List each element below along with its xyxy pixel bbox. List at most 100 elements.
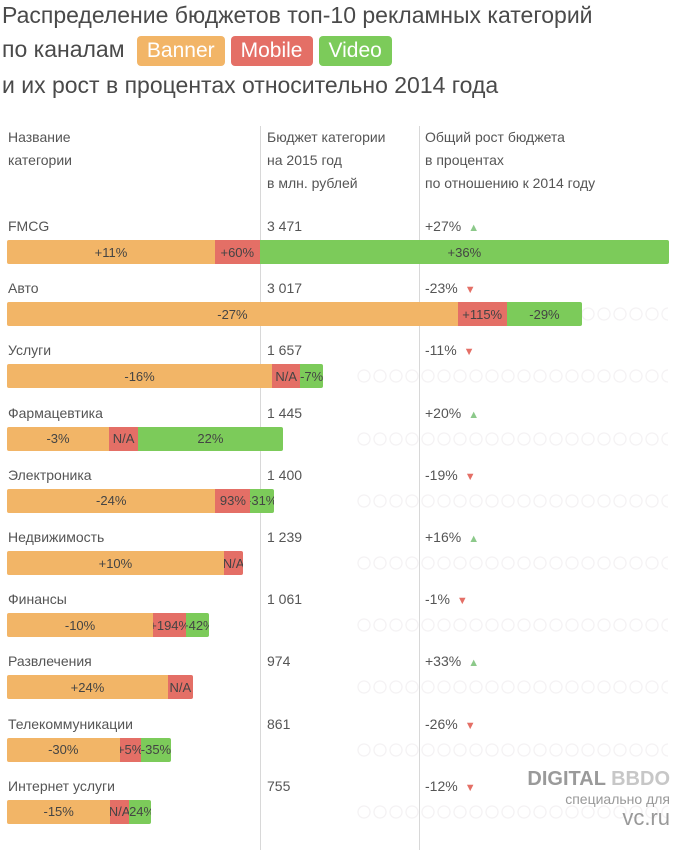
branding-sub: специально для: [565, 791, 670, 807]
row-background-pattern: [356, 738, 668, 761]
bar-segment-video: +36%: [259, 240, 669, 264]
category-budget: 1 657: [267, 342, 303, 359]
header-budget-line: на 2015 год: [267, 152, 342, 168]
growth-value: -12%: [425, 777, 458, 794]
stacked-bar: -15%N/A-24%: [7, 799, 151, 824]
category-name: Услуги: [8, 342, 52, 359]
legend-item-video: Video: [318, 36, 392, 66]
header-growth-line: по отношению к 2014 году: [425, 175, 596, 191]
category-growth: -19% ▼: [425, 467, 476, 483]
stacked-bar: -16% N/A -7%: [7, 364, 323, 389]
header-name-line: категории: [8, 152, 72, 168]
header-name: Название категории: [8, 126, 72, 172]
bar-segment-banner: -24%: [7, 488, 216, 513]
category-name: Авто: [8, 280, 39, 297]
column-divider: [260, 126, 261, 850]
category-name: Недвижимость: [8, 529, 105, 545]
bar-segment-mobile: +5%: [119, 737, 141, 762]
row-background-pattern: [356, 489, 668, 512]
category-growth: +27% ▲: [425, 218, 479, 234]
arrow-up-icon: ▲: [468, 408, 480, 421]
header-budget-line: в млн. рублей: [267, 175, 358, 191]
arrow-down-icon: ▼: [456, 595, 468, 608]
logo-part-2: BBDO: [611, 768, 670, 790]
bar-segment-video: -35%: [140, 737, 172, 762]
arrow-down-icon: ▼: [463, 346, 475, 359]
branding-site: vc.ru: [622, 805, 670, 830]
category-name: Развлечения: [8, 653, 92, 670]
stacked-bar: -30%+5%-35%: [7, 737, 172, 762]
bar-segment-video: +42%: [186, 613, 210, 638]
growth-value: -23%: [425, 280, 458, 297]
row-background-pattern: [356, 614, 668, 637]
bar-segment-video: -31%: [250, 488, 274, 513]
logo-part-1: DIGITAL: [527, 768, 612, 790]
bar-segment-mobile: 93%: [215, 488, 251, 513]
category-budget: 3 017: [267, 280, 303, 297]
header-growth-line: Общий рост бюджета: [425, 129, 565, 145]
category-name: FMCG: [8, 218, 50, 234]
bar-segment-banner: -3%: [7, 426, 110, 451]
stacked-bar: +11% +60% +36%: [7, 240, 669, 264]
stacked-bar: -24%93%-31%: [7, 488, 274, 513]
row-background-pattern: [356, 552, 668, 574]
legend-item-mobile: Mobile: [230, 36, 313, 66]
stacked-bar: -3% N/A 22%: [7, 426, 283, 451]
category-budget: 1 239: [267, 529, 303, 545]
legend: Banner Mobile Video: [131, 36, 392, 66]
bar-segment-banner: -16%: [7, 364, 273, 389]
stacked-bar: -10%+194%+42%: [7, 613, 210, 638]
row-background-pattern: [356, 365, 668, 388]
row-background-pattern: [356, 800, 668, 823]
arrow-down-icon: ▼: [464, 719, 476, 732]
category-budget: 861: [267, 715, 291, 732]
header-growth: Общий рост бюджета в процентах по отноше…: [425, 126, 595, 195]
bar-segment-mobile: N/A: [272, 364, 301, 389]
bar-segment-video: -29%: [506, 302, 583, 327]
bar-segment-video: 22%: [138, 426, 283, 451]
arrow-down-icon: ▼: [464, 781, 476, 794]
header-name-line: Название: [8, 129, 71, 145]
chart-title-line-2: по каналам Banner Mobile Video: [2, 36, 392, 66]
bar-segment-video: -7%: [300, 364, 323, 389]
bar-segment-banner: +10%: [7, 551, 224, 575]
bar-segment-mobile: +60%: [214, 240, 260, 264]
arrow-up-icon: ▲: [468, 222, 480, 234]
bar-segment-banner: -30%: [7, 737, 120, 762]
stacked-bar: +24% N/A: [7, 675, 193, 700]
bar-segment-mobile: N/A: [167, 675, 193, 700]
category-budget: 1 061: [267, 591, 303, 608]
category-growth: +16% ▲: [425, 529, 479, 545]
bar-segment-mobile: +115%: [457, 302, 507, 327]
chart-title-line-3: и их рост в процентах относительно 2014 …: [2, 72, 499, 98]
category-growth: -1% ▼: [425, 591, 468, 607]
bar-segment-banner: +24%: [7, 675, 168, 700]
bar-segment-mobile: N/A: [223, 551, 244, 575]
growth-value: -11%: [425, 342, 457, 359]
bar-segment-banner: +11%: [7, 240, 215, 264]
bar-segment-banner: -15%: [7, 799, 111, 824]
header-budget: Бюджет категории на 2015 год в млн. рубл…: [267, 126, 386, 195]
category-growth: -26% ▼: [425, 716, 476, 732]
arrow-up-icon: ▲: [468, 533, 480, 545]
column-divider: [419, 126, 420, 850]
category-budget: 3 471: [267, 218, 303, 234]
category-name: Финансы: [8, 591, 67, 608]
bar-segment-banner: -10%: [7, 613, 154, 638]
chart-title-line-1: Распределение бюджетов топ-10 рекламных …: [2, 2, 593, 28]
bar-segment-mobile: N/A: [110, 799, 129, 824]
growth-value: +16%: [425, 529, 462, 545]
category-budget: 974: [267, 653, 291, 670]
category-growth: +20% ▲: [425, 405, 479, 421]
category-name: Фармацевтика: [8, 404, 103, 421]
category-growth: +33% ▲: [425, 653, 479, 669]
growth-value: +27%: [425, 218, 462, 234]
branding: DIGITAL BBDO специально для vc.ru: [527, 768, 670, 831]
chart-title-line-2-text: по каналам: [2, 36, 125, 63]
digital-bbdo-logo: DIGITAL BBDO: [527, 768, 670, 791]
bar-segment-mobile: N/A: [109, 426, 139, 451]
category-budget: 1 400: [267, 466, 303, 483]
growth-value: +33%: [425, 653, 462, 670]
category-growth: -11% ▼: [425, 342, 475, 358]
category-growth: -23% ▼: [425, 280, 476, 296]
